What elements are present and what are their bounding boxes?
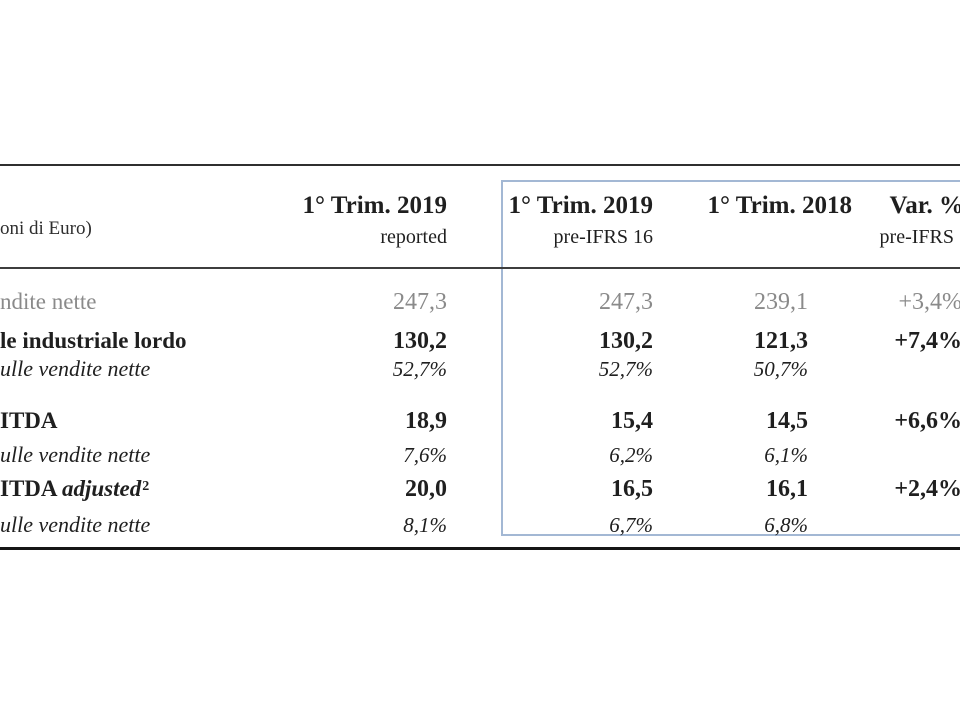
table-row-ebitda: ITDA 18,9 15,4 14,5 +6,6% bbox=[0, 408, 960, 435]
table-row-pct-vendite: ulle vendite nette 52,7% 52,7% 50,7% bbox=[0, 356, 960, 382]
row-label: ITDA adjusted2 bbox=[0, 476, 250, 502]
row-label: le industriale lordo bbox=[0, 328, 187, 353]
value-reported: 7,6% bbox=[403, 443, 447, 467]
value-2019-preifrs: 6,2% bbox=[609, 443, 653, 467]
row-label-adjusted: adjusted bbox=[62, 476, 142, 501]
header-col-2019-preifrs: 1° Trim. 2019 bbox=[508, 192, 653, 219]
row-label-main: ITDA bbox=[0, 476, 62, 501]
value-2019-preifrs: 6,7% bbox=[609, 513, 653, 537]
value-2018: 14,5 bbox=[766, 408, 808, 434]
table-bottom-rule bbox=[0, 547, 960, 550]
table-row-industriale-lordo: le industriale lordo 130,2 130,2 121,3 +… bbox=[0, 328, 960, 355]
table-top-rule bbox=[0, 164, 960, 166]
table-header-line1: 1° Trim. 2019 1° Trim. 2019 1° Trim. 201… bbox=[0, 192, 960, 220]
value-2019-preifrs: 247,3 bbox=[599, 289, 653, 315]
value-2019-preifrs: 15,4 bbox=[611, 408, 653, 434]
value-2019-preifrs: 52,7% bbox=[598, 357, 653, 381]
value-2018: 50,7% bbox=[753, 357, 808, 381]
unit-of-measure-label: oni di Euro) bbox=[0, 218, 92, 239]
row-label: ulle vendite nette bbox=[0, 356, 151, 381]
value-var: +6,6% bbox=[894, 408, 960, 434]
value-reported: 247,3 bbox=[393, 289, 447, 315]
header-sub-2019-preifrs: pre-IFRS 16 bbox=[553, 226, 653, 248]
value-var: +3,4% bbox=[898, 289, 960, 315]
value-2018: 6,1% bbox=[764, 443, 808, 467]
value-2018: 16,1 bbox=[766, 476, 808, 502]
value-2019-preifrs: 130,2 bbox=[599, 328, 653, 354]
table-header-line2: reported pre-IFRS 16 pre-IFRS bbox=[0, 226, 960, 249]
value-2019-preifrs: 16,5 bbox=[611, 476, 653, 502]
value-reported: 130,2 bbox=[393, 328, 447, 354]
value-var: +2,4% bbox=[894, 476, 960, 502]
value-reported: 18,9 bbox=[405, 408, 447, 434]
header-sub-var: pre-IFRS bbox=[879, 226, 954, 248]
value-reported: 52,7% bbox=[392, 357, 447, 381]
value-2018: 121,3 bbox=[754, 328, 808, 354]
value-2018: 6,8% bbox=[764, 513, 808, 537]
value-reported: 20,0 bbox=[405, 476, 447, 502]
table-row-ebitda-adjusted: ITDA adjusted2 20,0 16,5 16,1 +2,4% bbox=[0, 476, 960, 503]
header-col-reported: 1° Trim. 2019 bbox=[302, 192, 447, 219]
row-label: ulle vendite nette bbox=[0, 512, 151, 537]
header-col-var: Var. % bbox=[889, 192, 960, 219]
header-separator-rule bbox=[0, 267, 960, 269]
header-sub-reported: reported bbox=[380, 226, 447, 248]
row-label: ndite nette bbox=[0, 289, 97, 314]
value-2018: 239,1 bbox=[754, 289, 808, 315]
value-var: +7,4% bbox=[894, 328, 960, 354]
row-label: ITDA bbox=[0, 408, 58, 433]
row-label: ulle vendite nette bbox=[0, 442, 151, 467]
table-row-vendite-nette: ndite nette 247,3 247,3 239,1 +3,4% bbox=[0, 289, 960, 316]
pre-ifrs-highlight-box bbox=[501, 180, 960, 536]
table-row-pct-vendite: ulle vendite nette 7,6% 6,2% 6,1% bbox=[0, 442, 960, 468]
header-col-2018: 1° Trim. 2018 bbox=[707, 192, 852, 219]
footnote-superscript: 2 bbox=[142, 479, 150, 494]
table-row-pct-vendite: ulle vendite nette 8,1% 6,7% 6,8% bbox=[0, 512, 960, 538]
value-reported: 8,1% bbox=[403, 513, 447, 537]
